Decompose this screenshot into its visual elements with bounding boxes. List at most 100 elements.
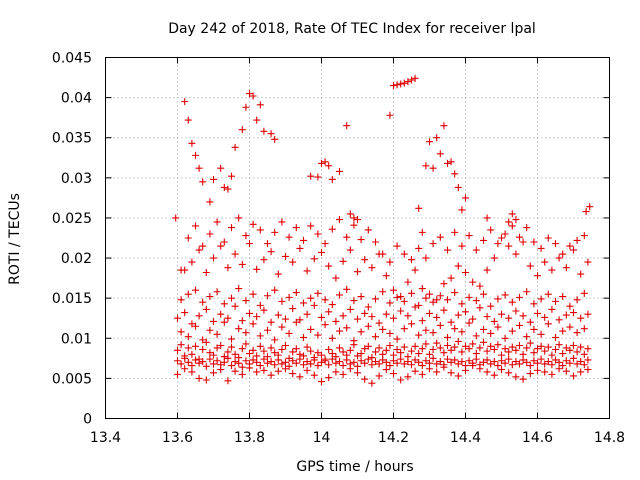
data-point bbox=[451, 289, 459, 297]
x-tick-label: 14.4 bbox=[450, 430, 481, 446]
data-point bbox=[447, 158, 455, 166]
data-point bbox=[253, 368, 261, 376]
data-point bbox=[512, 307, 520, 315]
data-point bbox=[210, 175, 217, 183]
data-point bbox=[346, 346, 354, 354]
data-point bbox=[534, 345, 541, 353]
data-point bbox=[444, 355, 451, 363]
data-point bbox=[332, 353, 340, 361]
data-point bbox=[393, 293, 401, 301]
data-point bbox=[181, 309, 189, 317]
y-tick-label: 0.04 bbox=[61, 91, 92, 107]
data-point bbox=[267, 318, 275, 326]
data-point bbox=[372, 348, 379, 356]
data-point bbox=[292, 359, 300, 367]
data-point bbox=[526, 362, 534, 370]
data-point bbox=[379, 250, 387, 258]
data-point bbox=[523, 288, 531, 296]
data-point bbox=[354, 352, 361, 360]
data-point bbox=[354, 315, 361, 323]
data-point bbox=[580, 350, 588, 358]
data-point bbox=[188, 368, 196, 376]
data-point bbox=[494, 362, 502, 370]
data-point bbox=[501, 359, 509, 367]
data-point bbox=[505, 369, 513, 377]
data-point bbox=[271, 349, 279, 357]
data-point bbox=[397, 376, 405, 384]
data-point bbox=[559, 250, 567, 258]
data-point bbox=[354, 268, 361, 276]
data-point bbox=[451, 170, 459, 178]
data-point bbox=[192, 286, 199, 294]
data-point bbox=[586, 203, 594, 211]
data-point bbox=[530, 357, 538, 365]
data-point bbox=[235, 285, 243, 293]
data-point bbox=[454, 360, 462, 368]
data-point bbox=[454, 372, 462, 380]
chart-title: Day 242 of 2018, Rate Of TEC Index for r… bbox=[168, 21, 536, 37]
data-point bbox=[314, 289, 322, 297]
data-point bbox=[217, 310, 225, 318]
data-point bbox=[354, 216, 361, 224]
data-point bbox=[364, 303, 372, 311]
data-point bbox=[541, 313, 549, 321]
data-point bbox=[458, 328, 466, 336]
data-point bbox=[343, 122, 351, 130]
data-point bbox=[386, 299, 394, 307]
data-point bbox=[426, 350, 433, 358]
data-point bbox=[408, 347, 415, 355]
data-point bbox=[271, 228, 279, 236]
data-point bbox=[508, 361, 516, 369]
data-point bbox=[476, 361, 484, 369]
data-point bbox=[210, 351, 217, 359]
data-point bbox=[577, 368, 585, 376]
data-point bbox=[562, 357, 570, 365]
data-point bbox=[393, 242, 401, 250]
data-point bbox=[321, 240, 329, 248]
data-point bbox=[375, 372, 383, 380]
x-tick-label: 14.6 bbox=[522, 430, 553, 446]
data-point bbox=[271, 286, 279, 294]
data-point bbox=[339, 312, 347, 320]
data-point bbox=[508, 298, 516, 306]
data-point bbox=[174, 370, 181, 378]
data-point bbox=[382, 366, 390, 374]
data-point bbox=[372, 358, 379, 366]
data-point bbox=[213, 344, 221, 352]
data-point bbox=[192, 151, 199, 159]
data-point bbox=[364, 342, 372, 350]
data-point bbox=[310, 301, 318, 309]
data-point bbox=[264, 292, 271, 300]
data-point bbox=[429, 329, 437, 337]
x-tick-labels: 13.4 13.6 13.8 14 14.2 14.4 14.6 14.8 bbox=[90, 430, 625, 446]
data-point bbox=[580, 232, 588, 240]
data-point bbox=[386, 341, 394, 349]
data-point bbox=[512, 216, 520, 224]
data-point bbox=[490, 346, 498, 354]
data-point bbox=[444, 296, 451, 304]
data-point bbox=[285, 354, 293, 362]
data-point bbox=[264, 326, 271, 334]
data-point bbox=[199, 242, 207, 250]
data-point bbox=[534, 359, 541, 367]
data-point bbox=[440, 349, 448, 357]
data-point bbox=[573, 329, 581, 337]
data-point bbox=[544, 358, 552, 366]
data-point bbox=[411, 342, 419, 350]
data-point bbox=[465, 293, 473, 301]
data-point bbox=[314, 331, 322, 339]
data-point bbox=[242, 329, 250, 337]
data-point bbox=[555, 341, 563, 349]
data-point bbox=[519, 375, 527, 383]
data-point bbox=[210, 360, 217, 368]
data-point bbox=[386, 111, 394, 119]
data-point bbox=[433, 313, 441, 321]
data-point bbox=[184, 234, 192, 242]
data-point bbox=[562, 311, 570, 319]
data-point bbox=[458, 348, 466, 356]
data-point bbox=[321, 158, 329, 166]
data-point bbox=[192, 342, 199, 350]
data-point bbox=[505, 242, 513, 250]
data-point bbox=[235, 325, 243, 333]
